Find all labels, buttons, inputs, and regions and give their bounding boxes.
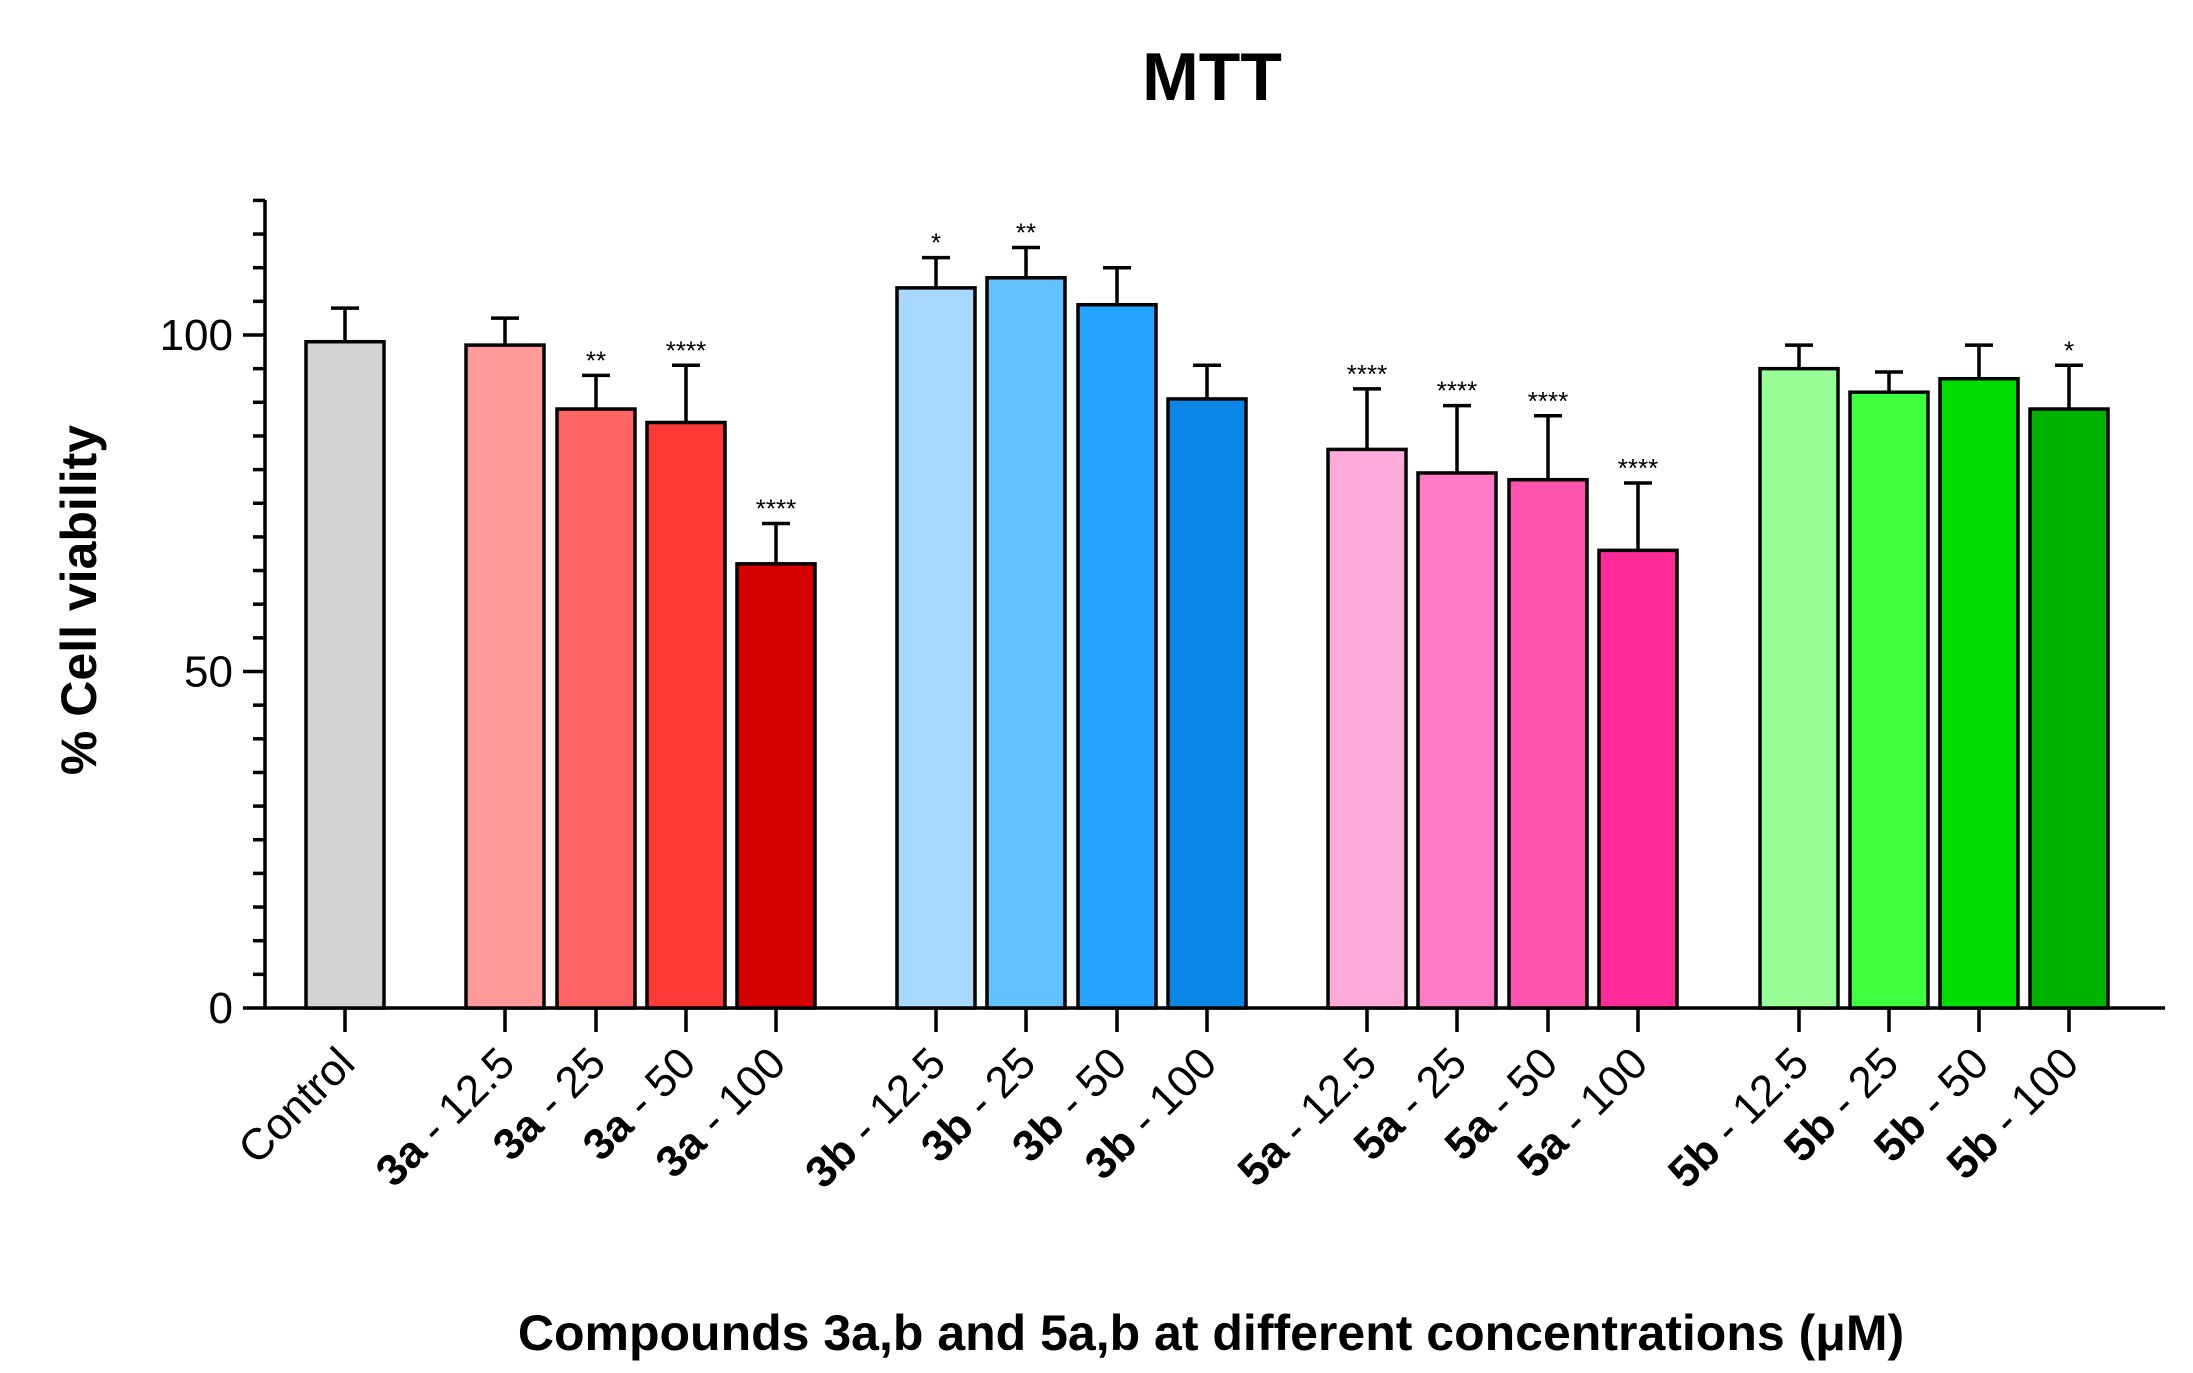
bars-group: ** ********* ********** ********* (304, 218, 2110, 1010)
concentration: - 100 (1112, 1038, 1226, 1152)
significance-label: ** (1016, 218, 1036, 248)
bar (464, 343, 546, 1010)
significance-label: **** (1618, 453, 1658, 483)
concentration: - 100 (1543, 1038, 1657, 1152)
bar (1416, 471, 1498, 1010)
bar (304, 339, 386, 1010)
y-tick-label: 50 (184, 648, 233, 697)
bar (1848, 390, 1930, 1010)
significance-label: ** (586, 345, 606, 375)
x-axis-label: Compounds 3a,b and 5a,b at different con… (518, 1305, 1904, 1361)
bar (1076, 302, 1158, 1010)
y-axis-label: % Cell viability (51, 425, 107, 775)
x-tick-label: Control (229, 1038, 364, 1173)
bar (1507, 477, 1589, 1010)
significance-label: **** (1437, 376, 1477, 406)
significance-label: **** (1528, 386, 1568, 416)
y-tick-label: 0 (209, 984, 233, 1033)
bar (895, 286, 977, 1010)
bar (555, 407, 637, 1010)
significance-label: **** (756, 493, 796, 523)
bar (645, 420, 727, 1010)
concentration: Control (229, 1038, 364, 1173)
significance-label: **** (666, 335, 706, 365)
concentration: - 100 (1974, 1038, 2088, 1152)
significance-label: * (931, 228, 941, 258)
y-tick-label: 100 (160, 311, 233, 360)
concentration: - 100 (681, 1038, 795, 1152)
significance-label: **** (1347, 359, 1387, 389)
bar (985, 276, 1067, 1010)
bar (1166, 397, 1248, 1010)
significance-label: * (2064, 335, 2074, 365)
chart-title: MTT (1142, 39, 1282, 115)
bar (2028, 407, 2110, 1010)
bar (1597, 548, 1679, 1010)
bar (1326, 447, 1408, 1010)
bar (1758, 366, 1840, 1010)
bar (1938, 376, 2020, 1010)
bar (735, 562, 817, 1010)
